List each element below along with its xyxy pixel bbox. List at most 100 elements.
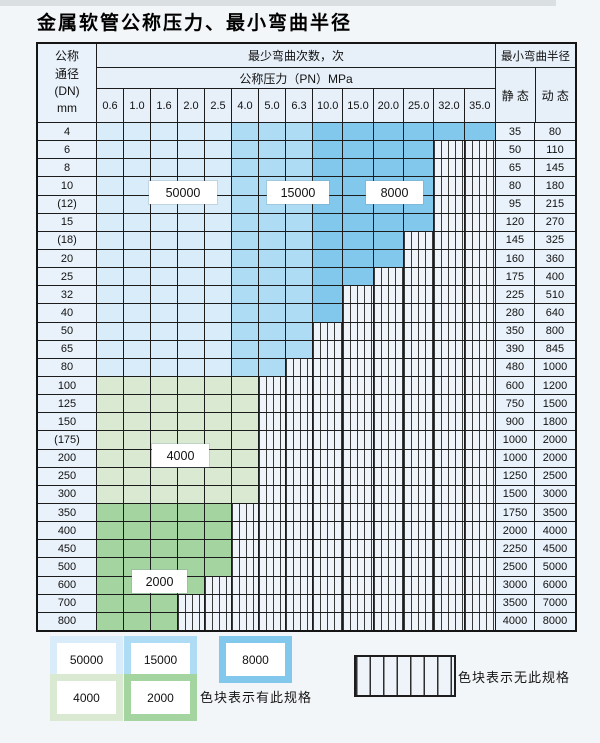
no-spec-cell bbox=[434, 159, 465, 177]
spec-cell-15000 bbox=[286, 231, 313, 249]
spec-cell-50000 bbox=[97, 159, 124, 177]
table-row: 600 3000 6000 bbox=[38, 576, 575, 595]
dynamic-radius-cell: 800 bbox=[534, 322, 575, 340]
spec-cell-15000 bbox=[286, 304, 313, 322]
spec-cell-8000 bbox=[373, 123, 404, 141]
spec-cell-2000 bbox=[151, 594, 178, 612]
spec-cell-50000 bbox=[97, 286, 124, 304]
spec-cell-4000 bbox=[178, 467, 205, 485]
spec-cell-15000 bbox=[232, 159, 259, 177]
no-spec-cell bbox=[259, 540, 286, 558]
spec-cell-15000 bbox=[232, 268, 259, 286]
no-spec-cell bbox=[434, 594, 465, 612]
spec-cell-2000 bbox=[205, 558, 232, 576]
no-spec-cell bbox=[464, 195, 495, 213]
spec-cell-4000 bbox=[232, 467, 259, 485]
dn-cell: 100 bbox=[38, 376, 97, 395]
spec-cell-4000 bbox=[124, 431, 151, 449]
spec-cell-50000 bbox=[205, 304, 232, 322]
no-spec-cell bbox=[313, 340, 344, 358]
no-spec-cell bbox=[464, 594, 495, 612]
no-spec-cell bbox=[286, 576, 313, 594]
no-spec-cell bbox=[205, 576, 232, 594]
no-spec-cell bbox=[434, 177, 465, 195]
no-spec-cell bbox=[403, 522, 435, 540]
spec-cell-50000 bbox=[205, 322, 232, 340]
dn-cell: 40 bbox=[38, 304, 97, 322]
spec-cell-4000 bbox=[232, 395, 259, 413]
no-spec-cell bbox=[434, 141, 465, 159]
spec-cell-50000 bbox=[124, 249, 151, 268]
no-spec-cell bbox=[434, 213, 465, 231]
spec-cell-8000 bbox=[403, 159, 435, 177]
no-spec-cell bbox=[464, 177, 495, 195]
dn-header-line: 通径 bbox=[54, 66, 79, 81]
dynamic-radius-cell: 1200 bbox=[534, 376, 575, 395]
spec-cell-8000 bbox=[313, 231, 344, 249]
no-spec-cell bbox=[373, 268, 404, 286]
no-spec-cell bbox=[232, 522, 259, 540]
spec-cell-8000 bbox=[373, 141, 404, 159]
table-row: 6 50 110 bbox=[38, 141, 575, 160]
no-spec-cell bbox=[403, 612, 435, 630]
spec-cell-15000 bbox=[259, 141, 286, 159]
dn-cell: 300 bbox=[38, 485, 97, 503]
no-spec-cell bbox=[373, 449, 404, 467]
static-radius-cell: 1000 bbox=[494, 431, 535, 449]
no-spec-cell bbox=[403, 413, 435, 431]
no-spec-cell bbox=[373, 576, 404, 594]
spec-cell-2000 bbox=[205, 503, 232, 522]
no-spec-cell bbox=[373, 286, 404, 304]
spec-cell-4000 bbox=[151, 376, 178, 395]
no-spec-cell bbox=[403, 322, 435, 340]
no-spec-cell bbox=[313, 467, 344, 485]
no-spec-cell bbox=[403, 249, 435, 268]
spec-cell-15000 bbox=[232, 177, 259, 195]
no-spec-cell bbox=[343, 449, 374, 467]
spec-cell-50000 bbox=[151, 322, 178, 340]
no-spec-cell bbox=[403, 286, 435, 304]
spec-cell-50000 bbox=[151, 304, 178, 322]
static-radius-cell: 80 bbox=[494, 177, 535, 195]
spec-cell-15000 bbox=[259, 231, 286, 249]
spec-cell-8000 bbox=[313, 123, 344, 141]
spec-cell-2000 bbox=[97, 612, 124, 630]
table-row: 20 160 360 bbox=[38, 249, 575, 269]
cycles-header-label: 最少弯曲次数，次 bbox=[97, 44, 495, 68]
spec-cell-50000 bbox=[151, 249, 178, 268]
table-row: 300 1500 3000 bbox=[38, 485, 575, 504]
table-row: 200 1000 2000 bbox=[38, 449, 575, 468]
table-row: 65 390 845 bbox=[38, 340, 575, 359]
spec-cell-4000 bbox=[151, 485, 178, 503]
spec-cell-4000 bbox=[97, 431, 124, 449]
spec-cell-50000 bbox=[97, 304, 124, 322]
no-spec-cell bbox=[373, 467, 404, 485]
no-spec-cell bbox=[259, 522, 286, 540]
dn-cell: (175) bbox=[38, 431, 97, 449]
table-row: 80 480 1000 bbox=[38, 358, 575, 377]
static-radius-cell: 120 bbox=[494, 213, 535, 231]
no-spec-cell bbox=[259, 431, 286, 449]
no-spec-cell bbox=[464, 213, 495, 231]
no-spec-cell bbox=[286, 449, 313, 467]
spec-cell-50000 bbox=[97, 141, 124, 159]
spec-cell-2000 bbox=[151, 540, 178, 558]
spec-cell-4000 bbox=[124, 395, 151, 413]
spec-cell-50000 bbox=[151, 286, 178, 304]
spec-cell-2000 bbox=[97, 558, 124, 576]
legend-has-spec-text: 色块表示有此规格 bbox=[200, 690, 313, 705]
legend-no-spec-swatch bbox=[354, 655, 456, 697]
dynamic-radius-cell: 2500 bbox=[534, 467, 575, 485]
dynamic-radius-cell: 1800 bbox=[534, 413, 575, 431]
no-spec-cell bbox=[464, 286, 495, 304]
spec-cell-4000 bbox=[205, 395, 232, 413]
dynamic-radius-cell: 4000 bbox=[534, 522, 575, 540]
no-spec-cell bbox=[403, 449, 435, 467]
no-spec-cell bbox=[313, 522, 344, 540]
no-spec-cell bbox=[286, 358, 313, 376]
spec-cell-50000 bbox=[205, 249, 232, 268]
pressure-columns-row: 0.6 1.0 1.6 2.0 2.5 4.0 5.0 6.3 10.0 15.0 20.0 25.0… bbox=[97, 89, 495, 122]
spec-cell-50000 bbox=[124, 123, 151, 141]
static-radius-cell: 2250 bbox=[494, 540, 535, 558]
